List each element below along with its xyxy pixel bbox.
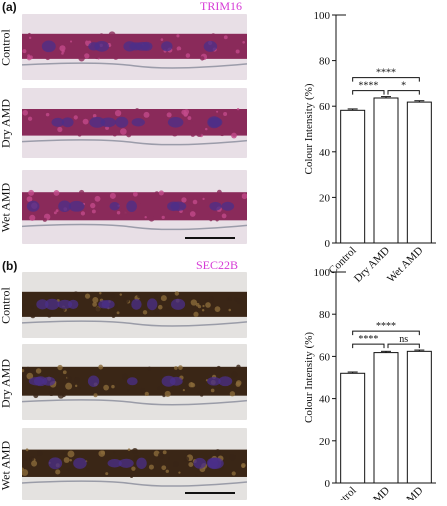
panel-a-letter: (a) bbox=[2, 0, 17, 14]
sig-bracket-1 bbox=[387, 343, 420, 349]
y-tick-label-80: 80 bbox=[319, 56, 331, 68]
sig-bracket-0 bbox=[352, 90, 385, 95]
sig-bracket-0 bbox=[352, 343, 385, 349]
bar-control bbox=[340, 372, 366, 484]
sig-label-2: **** bbox=[376, 68, 396, 79]
y-tick-label-0: 0 bbox=[325, 478, 331, 490]
y-axis-label: Colour Intensity (%) bbox=[303, 83, 315, 174]
y-tick-label-80: 80 bbox=[319, 309, 331, 321]
scale-bar-b bbox=[185, 492, 235, 494]
sig-label-0: **** bbox=[358, 81, 378, 92]
y-tick-label-100: 100 bbox=[314, 267, 331, 279]
sig-label-2: **** bbox=[376, 321, 396, 332]
sig-bracket-2 bbox=[352, 77, 420, 82]
x-tick-label-2: Wet AMD bbox=[385, 245, 426, 286]
panel-a-stain-label: TRIM16 bbox=[200, 0, 242, 13]
y-tick-label-20: 20 bbox=[319, 192, 331, 204]
bar-dry-amd bbox=[373, 352, 399, 484]
bar-wet-amd bbox=[406, 350, 432, 484]
bar-wet-amd bbox=[406, 101, 432, 244]
sig-label-0: **** bbox=[358, 334, 378, 345]
micrograph-a-control bbox=[22, 14, 247, 80]
micrograph-b-dry-amd bbox=[22, 344, 247, 420]
micrograph-b-wet-amd bbox=[22, 428, 247, 500]
y-tick-label-100: 100 bbox=[314, 10, 331, 22]
y-tick-label-60: 60 bbox=[319, 101, 331, 113]
bar-control bbox=[340, 109, 366, 244]
sig-label-1: ns bbox=[399, 334, 408, 345]
y-tick-label-40: 40 bbox=[319, 394, 331, 406]
micrograph-a-wet-amd bbox=[22, 170, 247, 244]
y-tick-label-0: 0 bbox=[325, 238, 331, 250]
micrograph-b-control bbox=[22, 272, 247, 338]
sig-bracket-1 bbox=[387, 90, 420, 95]
x-tick-label-0: Control bbox=[327, 485, 359, 500]
y-tick-label-60: 60 bbox=[319, 351, 331, 363]
sig-label-1: * bbox=[401, 81, 406, 92]
micrograph-a-dry-amd bbox=[22, 88, 247, 158]
y-axis-label: Colour Intensity (%) bbox=[303, 332, 315, 423]
bar-dry-amd bbox=[373, 97, 399, 244]
y-tick-label-20: 20 bbox=[319, 436, 331, 448]
panel-b-stain-label: SEC22B bbox=[196, 258, 239, 272]
sig-bracket-2 bbox=[352, 330, 420, 336]
scale-bar-a bbox=[185, 237, 235, 239]
panel-b-letter: (b) bbox=[2, 259, 18, 273]
y-tick-label-40: 40 bbox=[319, 147, 331, 159]
